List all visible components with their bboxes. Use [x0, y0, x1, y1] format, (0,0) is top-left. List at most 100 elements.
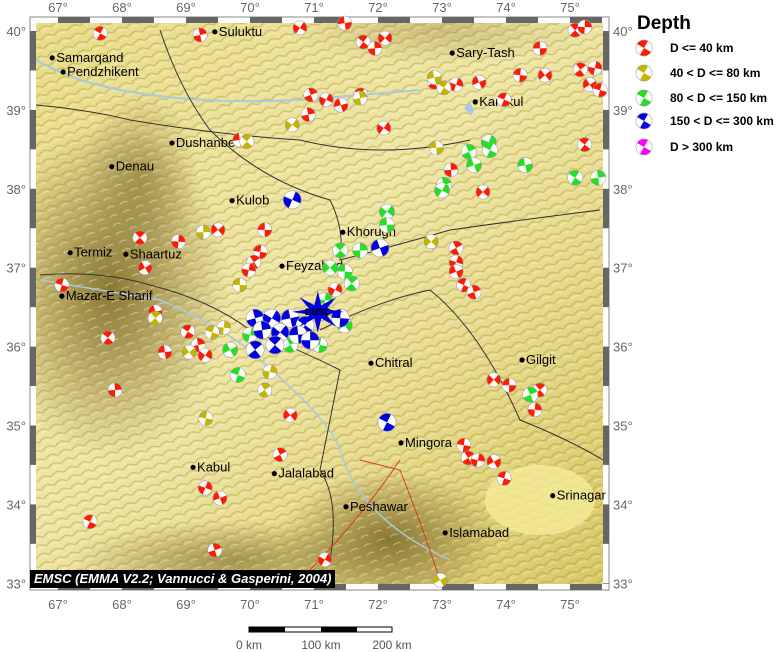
focal-mechanism-ball [252, 244, 268, 260]
city-label: Peshawar [350, 499, 408, 514]
focal-mechanism-ball [303, 87, 319, 103]
lat-tick-right: 33° [613, 576, 633, 591]
focal-mechanism-ball [486, 372, 502, 388]
focal-mechanism-ball [284, 117, 300, 133]
city-label: Shaartuz [130, 246, 182, 261]
legend-ball-icon [635, 39, 653, 57]
focal-mechanism-ball [567, 169, 583, 186]
city-dot [229, 198, 235, 204]
lon-tick-bottom: 70° [240, 597, 260, 612]
focal-mechanism-ball [466, 157, 482, 173]
city-label: Srinagar [557, 488, 607, 503]
city-dot [123, 251, 129, 257]
focal-mechanism-ball [376, 120, 392, 136]
focal-mechanism-ball [257, 382, 273, 398]
focal-mechanism-ball [423, 234, 439, 250]
focal-mechanism-ball [282, 407, 298, 423]
city-marker: Srinagar [550, 488, 607, 503]
lat-tick-right: 35° [613, 419, 633, 434]
main-event-star-icon [291, 291, 344, 333]
focal-mechanism-ball [436, 80, 452, 96]
scale-bar [248, 626, 393, 633]
focal-mechanism-ball [210, 222, 226, 238]
credit-label: EMSC (EMMA V2.2; Vannucci & Gasperini, 2… [30, 570, 336, 588]
lon-tick-top: 67° [48, 0, 68, 15]
fault-line [299, 459, 441, 581]
frame-segment [506, 584, 538, 590]
focal-mechanism-ball [432, 572, 448, 588]
city-dot [49, 55, 55, 61]
lat-tick-right: 40° [613, 24, 633, 39]
focal-mechanism-ball [475, 184, 491, 200]
frame-segment [30, 31, 36, 71]
focal-mechanism-ball [512, 67, 528, 83]
frame-segment [603, 109, 609, 150]
scale-label-100: 100 km [301, 638, 341, 652]
focal-mechanism-ball [82, 514, 98, 530]
focal-mechanism-ball [532, 41, 548, 56]
scale-label-0: 0 km [235, 638, 263, 652]
relief-layer [36, 23, 603, 584]
lon-tick-top: 74° [496, 0, 516, 15]
lat-tick-left: 38° [6, 182, 26, 197]
legend-item-deep: 150 < D <= 300 km [670, 114, 774, 128]
frame-segment [122, 17, 154, 23]
lon-tick-top: 70° [240, 0, 260, 15]
lon-tick-top: 72° [368, 0, 388, 15]
focal-mechanism-ball [239, 134, 255, 149]
lon-tick-bottom: 73° [432, 597, 452, 612]
lat-tick-right: 37° [613, 261, 633, 276]
frame-segment [603, 188, 609, 229]
focal-mechanism-ball [300, 107, 316, 122]
legend-ball-icon [635, 112, 653, 130]
focal-mechanism-ball [448, 240, 464, 256]
city-label: Termiz [74, 245, 112, 260]
frame-segment [603, 583, 609, 584]
legend-symbols [635, 39, 653, 156]
focal-mechanism-ball [282, 190, 302, 210]
legend-ball-icon [635, 138, 653, 156]
focal-mechanism-ball [132, 230, 148, 246]
focal-mechanism-ball [590, 169, 607, 186]
frame-segment [30, 425, 36, 465]
frame-segment [378, 584, 410, 590]
frame-segment [30, 267, 36, 308]
city-dot [212, 29, 218, 35]
focal-mechanism-ball [337, 15, 353, 31]
city-marker: Kabul [190, 459, 230, 474]
border-line [159, 29, 601, 261]
city-label: Denau [116, 159, 154, 174]
lon-tick-top: 69° [176, 0, 196, 15]
city-marker: Sary-Tash [449, 45, 515, 60]
legend-item-very-deep: D > 300 km [670, 140, 734, 154]
frame-segment [250, 17, 282, 23]
focal-mechanism-ball [257, 222, 273, 238]
city-label: Pendzhikent [67, 64, 139, 79]
city-dot [442, 530, 448, 536]
focal-mechanism-ball [54, 277, 70, 293]
focal-mechanism-ball [456, 437, 472, 453]
city-marker: Mingora [398, 435, 453, 450]
focal-mechanism-ball [229, 367, 246, 383]
city-label: Chitral [375, 355, 413, 370]
city-marker: Dushanbe [169, 135, 235, 150]
focal-mechanism-ball [577, 137, 593, 152]
city-label: Samarqand [56, 50, 123, 65]
frame-segment [30, 346, 36, 387]
frame-segment [442, 17, 474, 23]
focal-mechanism-ball [245, 340, 265, 360]
frame-segment [58, 17, 90, 23]
focal-mechanism-ball [367, 41, 383, 56]
lat-tick-left: 40° [6, 24, 26, 39]
frame-segment [186, 17, 218, 23]
focal-mechanism-ball [572, 62, 588, 78]
city-dot [271, 471, 277, 477]
frame-segment [603, 267, 609, 308]
city-dot [340, 229, 346, 235]
lon-tick-top: 68° [112, 0, 132, 15]
focal-mechanism-ball [379, 203, 395, 220]
focal-mechanism-ball [327, 282, 343, 298]
legend-ball-icon [635, 64, 653, 82]
river [39, 279, 451, 561]
focal-mechanism-ball [332, 242, 349, 259]
